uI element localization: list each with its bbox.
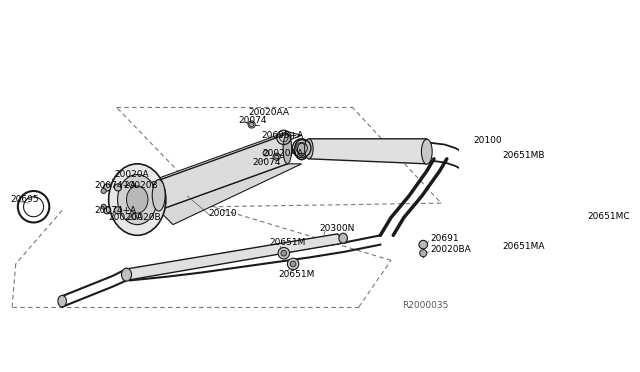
Ellipse shape	[339, 233, 348, 243]
Text: 20010: 20010	[209, 209, 237, 218]
Polygon shape	[159, 134, 287, 210]
Circle shape	[104, 184, 111, 191]
Text: 20300N: 20300N	[319, 224, 355, 232]
Text: 20020A: 20020A	[109, 213, 143, 222]
Circle shape	[101, 204, 106, 209]
Circle shape	[104, 207, 111, 214]
Ellipse shape	[294, 140, 309, 160]
Circle shape	[278, 247, 289, 259]
Ellipse shape	[422, 139, 432, 164]
Circle shape	[577, 218, 584, 225]
Polygon shape	[309, 139, 427, 164]
Ellipse shape	[152, 180, 165, 211]
Ellipse shape	[305, 139, 313, 159]
Circle shape	[248, 121, 255, 128]
Ellipse shape	[127, 186, 148, 213]
Polygon shape	[127, 234, 347, 280]
Circle shape	[101, 189, 106, 193]
Circle shape	[263, 150, 269, 156]
FancyBboxPatch shape	[470, 157, 567, 229]
Ellipse shape	[109, 164, 166, 235]
Circle shape	[287, 258, 299, 270]
Ellipse shape	[558, 158, 572, 227]
Circle shape	[518, 163, 525, 170]
Ellipse shape	[122, 268, 131, 281]
Text: 20020AA: 20020AA	[262, 148, 303, 158]
Polygon shape	[159, 164, 301, 225]
Text: 20695: 20695	[10, 195, 38, 204]
Text: 20691: 20691	[430, 234, 459, 243]
Ellipse shape	[465, 158, 478, 227]
Text: 20651M: 20651M	[269, 238, 306, 247]
Ellipse shape	[283, 134, 292, 164]
Text: 20100: 20100	[474, 136, 502, 145]
Text: 20074: 20074	[238, 116, 266, 125]
Text: 20695+A: 20695+A	[261, 131, 303, 140]
Circle shape	[115, 207, 122, 214]
Text: R2000035: R2000035	[402, 301, 448, 310]
Ellipse shape	[298, 143, 306, 156]
Circle shape	[275, 154, 279, 159]
Circle shape	[509, 229, 523, 242]
Circle shape	[291, 261, 296, 267]
Circle shape	[513, 232, 520, 239]
Circle shape	[281, 250, 287, 256]
Circle shape	[273, 153, 280, 160]
Text: 20651MA: 20651MA	[502, 241, 545, 251]
Circle shape	[250, 122, 254, 126]
Text: 20651MB: 20651MB	[502, 151, 545, 160]
Text: 20020BA: 20020BA	[430, 245, 471, 254]
Text: 20074+A: 20074+A	[94, 181, 136, 190]
Ellipse shape	[118, 174, 157, 225]
Text: 20651M: 20651M	[279, 270, 315, 279]
Text: 20020A: 20020A	[115, 170, 149, 179]
Circle shape	[419, 240, 428, 249]
Text: 20074: 20074	[252, 158, 281, 167]
Text: 20020B: 20020B	[127, 213, 161, 222]
Text: 20020B: 20020B	[123, 181, 157, 190]
Text: 20074+A: 20074+A	[94, 206, 136, 215]
Ellipse shape	[58, 295, 67, 307]
Circle shape	[574, 215, 587, 227]
Text: 20020AA: 20020AA	[248, 108, 289, 117]
Text: 20651MC: 20651MC	[588, 212, 630, 221]
Circle shape	[115, 184, 122, 191]
Circle shape	[515, 160, 529, 172]
Circle shape	[420, 250, 427, 257]
Polygon shape	[159, 132, 301, 192]
